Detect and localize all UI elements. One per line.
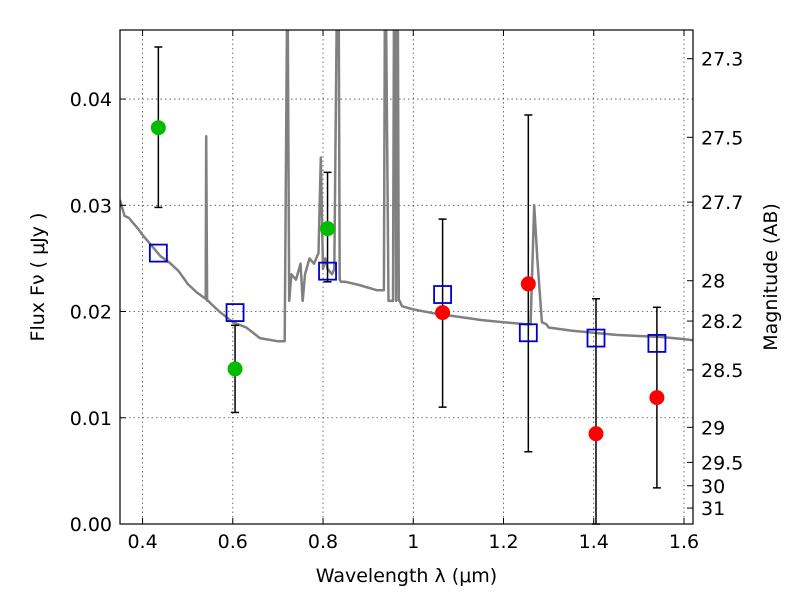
y2-tick-label: 28 [701,271,725,293]
blue-square-point [148,243,168,263]
y2-tick-label: 28.5 [701,360,743,382]
y2-tick-label: 29.5 [701,452,743,474]
x-tick-label: 0.8 [308,531,338,553]
y2-tick-label: 27.3 [701,49,743,71]
green-point [150,120,166,136]
y-tick-label: 0.00 [70,514,112,536]
y2-tick-label: 29 [701,417,725,439]
x-tick-label: 1.6 [669,531,699,553]
x-axis-label: Wavelength λ (μm) [316,565,497,587]
y2-tick-label: 28.2 [701,311,743,333]
x-tick-label: 1 [407,531,419,553]
blue-square-point [433,285,452,304]
x-tick-label: 0.4 [127,531,157,553]
y2-tick-label: 27.7 [701,192,743,214]
error-bars [154,46,661,525]
red-point [649,390,665,406]
y2-axis-label: Magnitude (AB) [760,203,782,351]
x-tick-label: 1.4 [579,531,609,553]
green-point [320,221,336,237]
red-point [435,305,451,321]
model-spectrum [120,30,693,343]
blue-square-point [518,323,538,343]
blue-square-point [647,333,667,353]
blue-square-point [586,328,606,348]
green-point [227,361,243,377]
y2-tick-label: 31 [701,498,725,520]
plot-frame [119,29,694,525]
red-point [520,276,536,292]
y2-tick-label: 27.5 [701,127,743,149]
y-axis-label: Flux Fν ( μJy ) [27,213,49,342]
y-tick-label: 0.01 [70,408,112,430]
spectrum-line [120,30,693,343]
data-points [148,120,667,442]
y-tick-label: 0.02 [70,302,112,324]
blue-square-point [318,261,337,281]
axis-ticks: 0.4 0.6 0.8 1 1.2 1.4 1.6 0.00 0.01 0.02 0.03 0.04 2… [70,30,743,553]
y-tick-label: 0.04 [70,89,112,111]
y-tick-label: 0.03 [70,195,112,217]
grid [120,30,693,525]
blue-square-point [225,303,245,322]
x-tick-label: 1.2 [488,531,518,553]
y2-tick-label: 30 [701,476,725,498]
red-point [588,426,604,442]
x-tick-label: 0.6 [218,531,248,553]
